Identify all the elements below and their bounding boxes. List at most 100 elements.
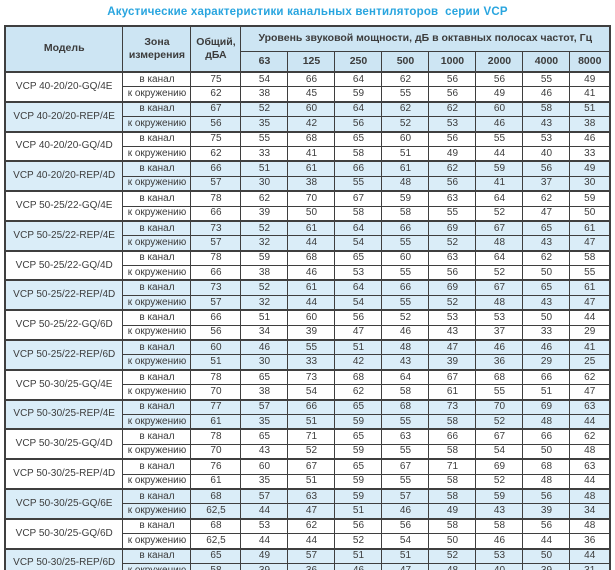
band-value-500: 67 <box>381 458 430 475</box>
col-header-freq-250: 250 <box>334 51 383 73</box>
col-header-freq-1000: 1000 <box>428 51 477 73</box>
zone-label: к окружению <box>122 562 192 570</box>
total-dba-value: 78 <box>190 368 242 386</box>
model-name: VCP 50-25/22-GQ/6D <box>4 309 124 341</box>
zone-label: в канал <box>122 368 192 386</box>
model-name: VCP 50-30/25-REP/4E <box>4 398 124 430</box>
total-dba-value: 75 <box>190 71 242 88</box>
zone-label: в канал <box>122 309 192 326</box>
band-value-1000: 63 <box>428 249 477 267</box>
fan-row-to-environment: к окружению 56 34 39 47 46 43 37 33 29 <box>5 324 611 341</box>
band-value-125: 63 <box>287 487 336 505</box>
band-value-1000: 58 <box>428 487 477 505</box>
band-value-4000: 46 <box>522 86 571 103</box>
band-value-63: 52 <box>240 219 289 237</box>
band-value-500: 60 <box>381 249 430 267</box>
band-value-250: 51 <box>334 503 383 520</box>
band-value-4000: 43 <box>522 235 571 252</box>
band-value-500: 46 <box>381 503 430 520</box>
band-value-500: 51 <box>381 145 430 162</box>
total-dba-value: 62,5 <box>190 503 242 520</box>
band-value-2000: 55 <box>475 130 524 147</box>
band-value-8000: 44 <box>569 413 611 430</box>
band-value-1000: 52 <box>428 294 477 311</box>
fan-row-in-duct: VCP 50-25/22-REP/4D в канал 73 52 61 64 66 69 67… <box>4 279 611 311</box>
fan-row-to-environment: к окружению583936464748403931 <box>5 562 611 570</box>
band-value-125: 51 <box>287 473 336 490</box>
band-value-500: 59 <box>381 190 430 207</box>
col-header-model: Модель <box>4 25 124 73</box>
zone-label: к окружению <box>122 235 192 252</box>
band-value-250: 52 <box>334 533 383 549</box>
band-value-63: 32 <box>240 235 289 252</box>
band-value-2000: 67 <box>475 279 524 296</box>
band-value-8000: 48 <box>569 487 611 505</box>
band-value-8000: 62 <box>569 368 611 386</box>
zone-label: к окружению <box>122 384 192 401</box>
band-value-2000: 55 <box>475 384 524 401</box>
band-value-8000: 33 <box>569 145 611 162</box>
band-value-1000: 61 <box>428 384 477 401</box>
band-value-125: 61 <box>287 279 336 296</box>
band-value-8000: 51 <box>569 100 611 118</box>
band-value-1000: 58 <box>428 443 477 460</box>
fan-row-in-duct: VCP 40-20/20-GQ/4E в канал 75 54 66 64 62 56 56 5… <box>4 71 611 103</box>
band-value-63: 51 <box>240 160 289 177</box>
band-value-250: 59 <box>334 473 383 490</box>
total-dba-value: 61 <box>190 473 242 490</box>
band-value-2000: 53 <box>475 309 524 326</box>
total-dba-value: 75 <box>190 130 242 147</box>
band-value-4000: 56 <box>522 517 571 535</box>
band-value-500: 55 <box>381 86 430 103</box>
band-value-125: 62 <box>287 517 336 535</box>
band-value-250: 68 <box>334 368 383 386</box>
band-value-2000: 40 <box>475 562 524 570</box>
fan-row-in-duct: VCP 50-25/22-REP/6D в канал 60 46 55 51 48 47 46… <box>4 339 611 371</box>
band-value-500: 52 <box>381 309 430 326</box>
band-value-1000: 53 <box>428 116 477 133</box>
zone-label: в канал <box>122 458 192 475</box>
band-value-2000: 69 <box>475 458 524 475</box>
band-value-500: 48 <box>381 175 430 192</box>
band-value-63: 46 <box>240 339 289 356</box>
band-value-250: 64 <box>334 219 383 237</box>
band-value-125: 46 <box>287 265 336 281</box>
band-value-125: 70 <box>287 190 336 207</box>
band-value-2000: 37 <box>475 324 524 341</box>
band-value-4000: 50 <box>522 265 571 281</box>
band-value-2000: 70 <box>475 398 524 415</box>
fan-row-to-environment: к окружению 61 35 51 59 55 58 52 48 44 <box>5 473 611 490</box>
band-value-125: 39 <box>287 324 336 341</box>
band-value-250: 42 <box>334 354 383 371</box>
acoustic-characteristics-table: Модель Зона измерения Общий, дБА Уровень… <box>3 25 612 570</box>
band-value-125: 66 <box>287 398 336 415</box>
total-dba-value: 56 <box>190 324 242 341</box>
band-value-1000: 48 <box>428 562 477 570</box>
band-value-1000: 56 <box>428 175 477 192</box>
total-dba-value: 77 <box>190 398 242 415</box>
band-value-63: 39 <box>240 562 289 570</box>
band-value-1000: 56 <box>428 265 477 281</box>
band-value-8000: 55 <box>569 265 611 281</box>
band-value-1000: 52 <box>428 235 477 252</box>
band-value-1000: 43 <box>428 324 477 341</box>
table-body: VCP 40-20/20-GQ/4E в канал 75 54 66 64 62 56 56 5… <box>4 71 611 570</box>
band-value-8000: 58 <box>569 249 611 267</box>
band-value-500: 58 <box>381 384 430 401</box>
total-dba-value: 68 <box>190 517 242 535</box>
band-value-125: 45 <box>287 86 336 103</box>
fan-row-in-duct: VCP 50-30/25-GQ/6E в канал 68 57 63 59 57 58 59 5… <box>4 487 611 520</box>
band-value-125: 44 <box>287 235 336 252</box>
band-value-1000: 52 <box>428 547 477 564</box>
band-value-8000: 61 <box>569 219 611 237</box>
zone-label: к окружению <box>122 413 192 430</box>
band-value-63: 30 <box>240 354 289 371</box>
total-dba-value: 57 <box>190 235 242 252</box>
band-value-4000: 47 <box>522 205 571 222</box>
band-value-250: 55 <box>334 175 383 192</box>
zone-label: в канал <box>122 279 192 296</box>
band-value-4000: 43 <box>522 294 571 311</box>
band-value-2000: 52 <box>475 473 524 490</box>
band-value-500: 54 <box>381 533 430 549</box>
band-value-2000: 44 <box>475 145 524 162</box>
